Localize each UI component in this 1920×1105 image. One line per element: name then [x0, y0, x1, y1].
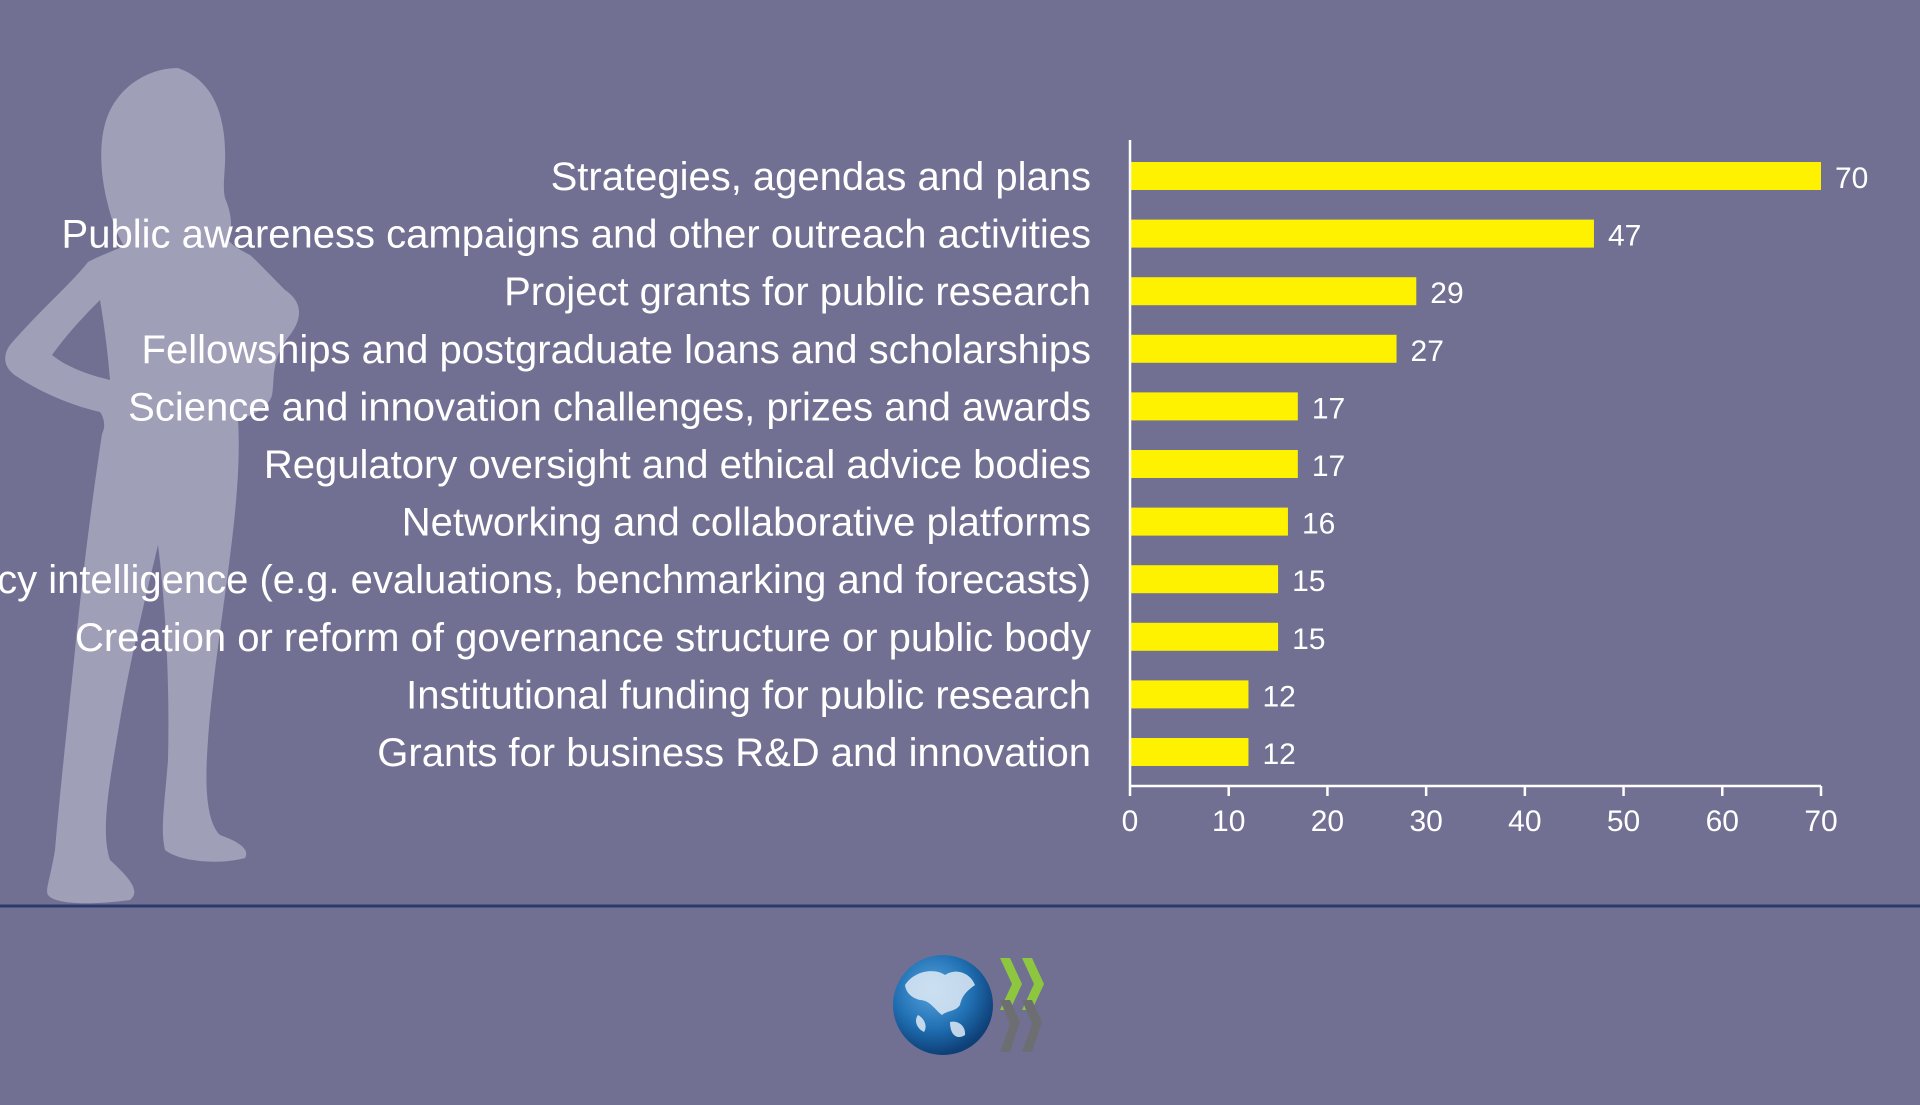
x-tick-label: 0: [1122, 805, 1139, 838]
category-label: Fellowships and postgraduate loans and s…: [142, 328, 1091, 372]
category-label: Grants for business R&D and innovation: [377, 731, 1091, 775]
data-label: 15: [1292, 623, 1325, 656]
bar: [1130, 450, 1298, 478]
category-label: Strategies, agendas and plans: [551, 155, 1091, 199]
x-tick-label: 30: [1409, 805, 1442, 838]
bars: [1130, 162, 1821, 766]
x-tick-label: 20: [1311, 805, 1344, 838]
x-tick-label: 40: [1508, 805, 1541, 838]
x-axis-ticks: 0 10 20 30 40 50 60 70: [1122, 786, 1838, 838]
chevron-gray-2: [1022, 1000, 1042, 1052]
axes: [1128, 140, 1821, 788]
category-label: Networking and collaborative platforms: [402, 501, 1091, 545]
data-label: 70: [1835, 162, 1868, 195]
category-label: Science and innovation challenges, prize…: [128, 385, 1091, 429]
data-label: 12: [1262, 738, 1295, 771]
category-label: Policy intelligence (e.g. evaluations, b…: [0, 558, 1091, 602]
category-label: Public awareness campaigns and other out…: [62, 213, 1091, 257]
data-label: 47: [1608, 220, 1641, 253]
x-tick-label: 10: [1212, 805, 1245, 838]
chevron-green-1: [1000, 958, 1022, 1010]
bar: [1130, 162, 1821, 190]
bar: [1130, 392, 1298, 421]
data-label: 16: [1302, 508, 1335, 541]
x-tick-label: 50: [1607, 805, 1640, 838]
data-label: 17: [1312, 392, 1345, 425]
data-label: 12: [1262, 680, 1295, 713]
bar: [1130, 219, 1594, 248]
data-label: 27: [1411, 335, 1444, 368]
chevron-green-2: [1022, 958, 1044, 1010]
category-label: Creation or reform of governance structu…: [75, 616, 1091, 660]
woman-standing-silhouette-icon: [5, 68, 300, 904]
oecd-logo-icon: [893, 955, 1044, 1055]
bar: [1130, 334, 1397, 363]
x-tick-label: 70: [1804, 805, 1837, 838]
globe-continents: [905, 971, 975, 1038]
value-labels: 70 47 29 27 17 17 16 15 15 12 12: [1262, 162, 1868, 771]
bar: [1130, 565, 1279, 594]
chevron-gray-1: [1000, 1000, 1020, 1052]
category-labels: Strategies, agendas and plans Public awar…: [0, 155, 1091, 775]
x-tick-label: 60: [1706, 805, 1739, 838]
bar: [1130, 680, 1249, 709]
bar: [1130, 277, 1417, 306]
data-label: 29: [1430, 277, 1463, 310]
bar: [1130, 622, 1279, 651]
bar: [1130, 738, 1249, 766]
data-label: 15: [1292, 565, 1325, 598]
data-label: 17: [1312, 450, 1345, 483]
bar: [1130, 507, 1288, 536]
category-label: Project grants for public research: [504, 270, 1091, 314]
category-label: Institutional funding for public researc…: [406, 673, 1091, 717]
category-label: Regulatory oversight and ethical advice …: [264, 443, 1091, 487]
